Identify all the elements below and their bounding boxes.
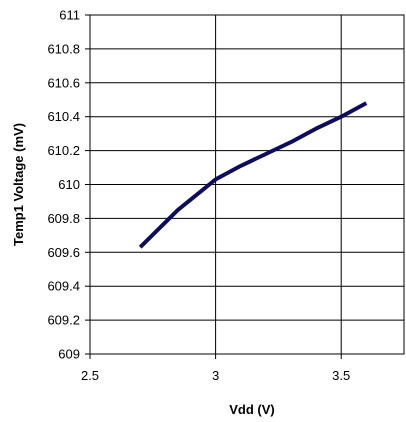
y-tick-label: 609.8 bbox=[47, 211, 80, 226]
y-tick-label: 610.8 bbox=[47, 41, 80, 56]
y-tick-label: 609.4 bbox=[47, 279, 80, 294]
x-tick-label: 2.5 bbox=[81, 368, 99, 383]
x-tick-label: 3 bbox=[212, 368, 219, 383]
y-tick-label: 609.6 bbox=[47, 245, 80, 260]
series-layer bbox=[138, 101, 368, 249]
y-tick-label: 610.2 bbox=[47, 143, 80, 158]
y-tick-label: 611 bbox=[59, 8, 80, 23]
y-tick-label: 610 bbox=[58, 177, 80, 192]
y-tick-label: 609 bbox=[58, 347, 80, 362]
y-tick-label: 609.2 bbox=[47, 313, 80, 328]
y-tick-label: 610.4 bbox=[47, 109, 80, 124]
y-axis-title: Temp1 Voltage (mV) bbox=[11, 123, 26, 246]
x-tick-label: 3.5 bbox=[332, 368, 350, 383]
x-axis-ticks: 2.5 3 3.5 bbox=[81, 354, 350, 383]
y-axis-ticks: 609 609.2 609.4 609.6 609.8 610 610.2 610.4 610.… bbox=[47, 8, 90, 362]
y-tick-label: 610.6 bbox=[47, 75, 80, 90]
series-line bbox=[138, 101, 368, 249]
x-axis-title: Vdd (V) bbox=[229, 402, 275, 417]
grid-lines bbox=[90, 14, 404, 355]
